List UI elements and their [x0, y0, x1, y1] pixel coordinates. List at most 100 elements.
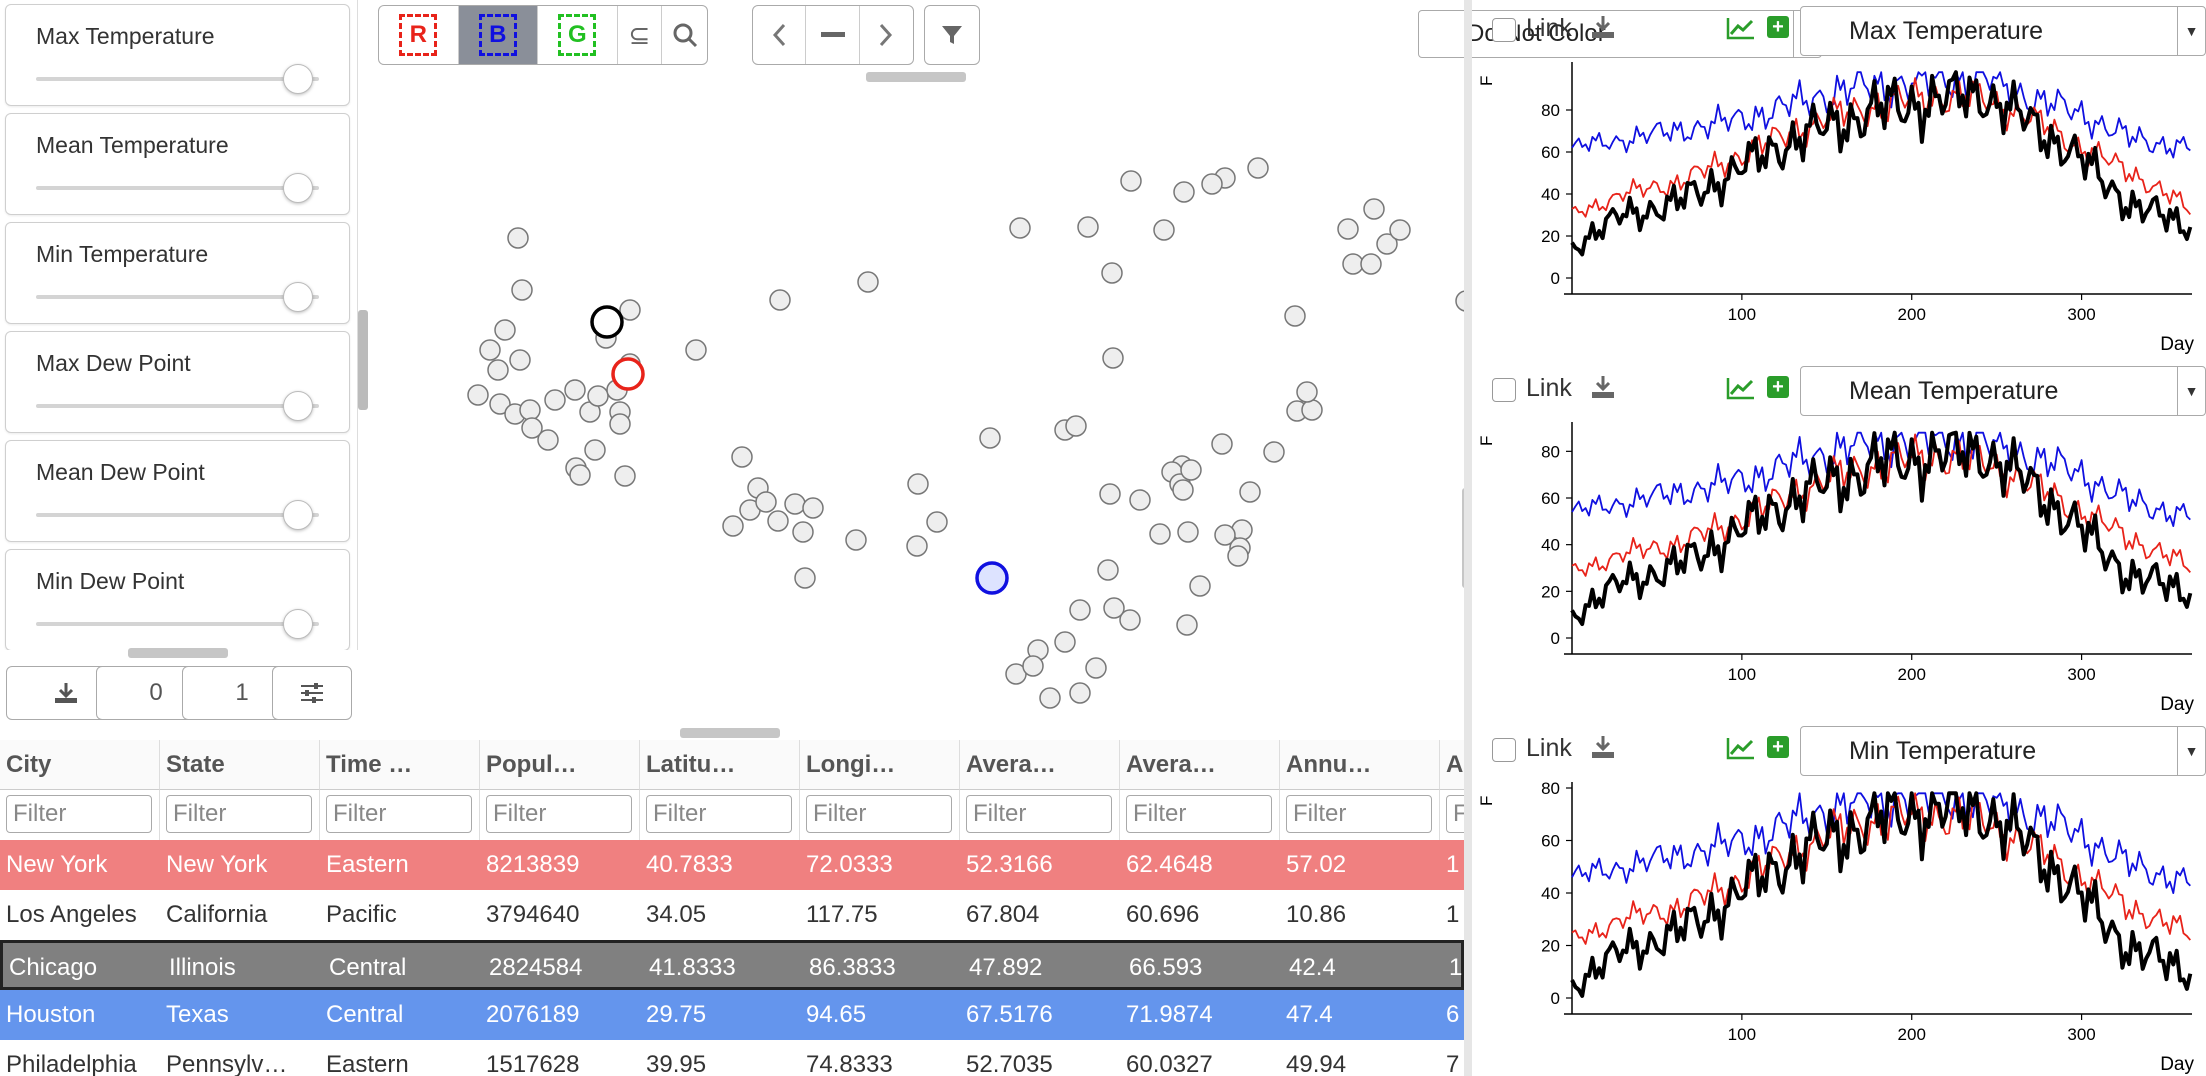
city-point[interactable] [1201, 173, 1223, 195]
slider-thumb[interactable] [283, 173, 313, 203]
city-point[interactable] [569, 464, 591, 486]
city-point[interactable] [1239, 481, 1261, 503]
city-point[interactable] [1102, 347, 1124, 369]
city-point[interactable] [1022, 655, 1044, 677]
column-header[interactable]: Popul… [480, 740, 640, 790]
column-header[interactable]: Latitu… [640, 740, 800, 790]
search-button[interactable] [662, 6, 707, 64]
download-chart-button[interactable] [1590, 374, 1616, 405]
city-point[interactable] [1376, 233, 1398, 255]
city-point[interactable] [1085, 657, 1107, 679]
city-point[interactable] [1054, 631, 1076, 653]
column-filter-input[interactable]: Filter [1286, 795, 1432, 833]
city-point[interactable] [544, 389, 566, 411]
line-chart-toggle[interactable] [1726, 376, 1756, 405]
slider-thumb[interactable] [283, 500, 313, 530]
selected-city-red[interactable] [611, 357, 645, 391]
city-point[interactable] [1211, 433, 1233, 455]
city-point[interactable] [792, 521, 814, 543]
city-point[interactable] [1247, 157, 1269, 179]
city-point[interactable] [1069, 599, 1091, 621]
select-blue-button[interactable]: B [458, 6, 539, 64]
city-point[interactable] [519, 399, 541, 421]
column-header[interactable]: Avera… [960, 740, 1120, 790]
city-point[interactable] [1360, 253, 1382, 275]
column-filter-input[interactable]: Filter [486, 795, 632, 833]
slider-max-dew-point[interactable]: Max Dew Point [5, 331, 350, 433]
city-point[interactable] [609, 413, 631, 435]
column-filter-input[interactable]: Filter [1446, 795, 1464, 833]
city-point[interactable] [1263, 441, 1285, 463]
column-header[interactable]: Annu… [1280, 740, 1440, 790]
city-point[interactable] [1363, 198, 1385, 220]
city-point[interactable] [1097, 559, 1119, 581]
city-point[interactable] [845, 529, 867, 551]
previous-button[interactable] [753, 6, 807, 64]
timeseries-chart[interactable]: F 0 20 40 60 80 100 200 300 Day [1472, 780, 2206, 1075]
column-header[interactable]: Time … [320, 740, 480, 790]
table-row[interactable]: Houston Texas Central 2076189 29.75 94.65 67.5… [0, 990, 1464, 1040]
city-point[interactable] [1296, 381, 1318, 403]
panel-divider[interactable] [1464, 0, 1472, 1076]
city-point[interactable] [1180, 459, 1202, 481]
city-point[interactable] [1172, 479, 1194, 501]
scatter-resize-handle[interactable] [866, 72, 966, 82]
city-point[interactable] [584, 439, 606, 461]
city-point[interactable] [1039, 687, 1061, 709]
city-point[interactable] [1337, 218, 1359, 240]
slider-min-temperature[interactable]: Min Temperature [5, 222, 350, 324]
city-point[interactable] [1214, 524, 1236, 546]
subset-button[interactable]: ⊆ [618, 6, 663, 64]
table-row[interactable]: Los Angeles California Pacific 3794640 34.05… [0, 890, 1464, 940]
line-chart-toggle[interactable] [1726, 736, 1756, 765]
city-point[interactable] [1120, 170, 1142, 192]
filter-button[interactable] [925, 6, 979, 64]
selected-city-black[interactable] [590, 305, 624, 339]
slider-thumb[interactable] [283, 609, 313, 639]
timeseries-chart[interactable]: F 0 20 40 60 80 100 200 300 Day [1472, 420, 2206, 715]
slider-mean-temperature[interactable]: Mean Temperature [5, 113, 350, 215]
slider-thumb[interactable] [283, 282, 313, 312]
city-point[interactable] [731, 446, 753, 468]
city-point[interactable] [1173, 181, 1195, 203]
download-chart-button[interactable] [1590, 14, 1616, 45]
city-point[interactable] [619, 299, 641, 321]
link-checkbox[interactable] [1492, 738, 1516, 762]
column-header[interactable]: Longi… [800, 740, 960, 790]
slider-track[interactable] [36, 622, 319, 626]
variable-select[interactable]: Max Temperature ▼ [1800, 6, 2206, 56]
city-point[interactable] [755, 491, 777, 513]
city-point[interactable] [1153, 219, 1175, 241]
column-header[interactable]: City [0, 740, 160, 790]
city-point[interactable] [685, 339, 707, 361]
city-point[interactable] [979, 427, 1001, 449]
city-point[interactable] [1389, 219, 1411, 241]
city-point[interactable] [509, 349, 531, 371]
slider-track[interactable] [36, 513, 319, 517]
column-filter-input[interactable]: Filter [646, 795, 792, 833]
column-filter-input[interactable]: Filter [166, 795, 312, 833]
column-filter-input[interactable]: Filter [1126, 795, 1272, 833]
slider-track[interactable] [36, 404, 319, 408]
slider-min-dew-point[interactable]: Min Dew Point [5, 549, 350, 650]
table-row[interactable]: Chicago Illinois Central 2824584 41.8333 86.3… [0, 940, 1464, 990]
city-point[interactable] [784, 493, 806, 515]
selected-city-blue[interactable] [975, 561, 1009, 595]
city-point[interactable] [521, 417, 543, 439]
city-point[interactable] [1342, 253, 1364, 275]
city-scatter-plot[interactable] [370, 74, 1468, 728]
city-point[interactable] [494, 319, 516, 341]
link-checkbox[interactable] [1492, 378, 1516, 402]
city-point[interactable] [907, 473, 929, 495]
city-point[interactable] [489, 393, 511, 415]
slider-mean-dew-point[interactable]: Mean Dew Point [5, 440, 350, 542]
slider-track[interactable] [36, 295, 319, 299]
settings-button[interactable] [272, 666, 352, 720]
city-point[interactable] [1099, 483, 1121, 505]
city-point[interactable] [1301, 399, 1323, 421]
city-point[interactable] [1101, 262, 1123, 284]
city-point[interactable] [1077, 216, 1099, 238]
slider-panel-scrollbar[interactable] [358, 310, 368, 410]
variable-select[interactable]: Mean Temperature ▼ [1800, 366, 2206, 416]
city-point[interactable] [1284, 305, 1306, 327]
